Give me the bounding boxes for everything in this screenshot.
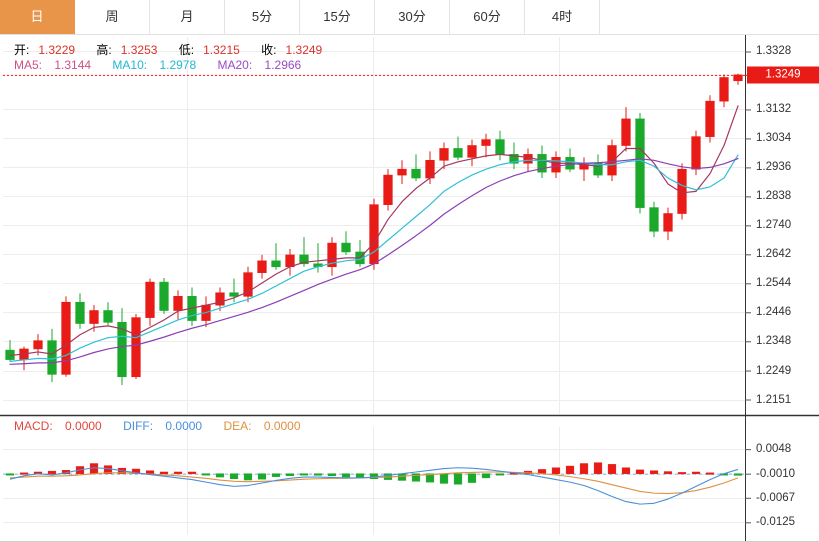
ma10-line [9,154,739,362]
diff-line [9,467,739,505]
macd-axis-tick: -0.0010 [756,467,796,480]
chart-area[interactable]: 开: 1.3229 高: 1.3253 低: 1.3215 收: 1.3249 MA5:… [0,35,819,542]
axis-lines [0,35,819,542]
price-axis-tick: 1.2740 [756,219,792,232]
price-axis-tick: 1.2838 [756,190,792,203]
price-axis-tick: 1.2249 [756,364,792,377]
price-axis-tick: 1.2446 [756,306,792,319]
price-axis-tick: 1.3132 [756,103,792,116]
price-axis-tick: 1.2642 [756,248,792,261]
current-price-tag: 1.3249 [747,66,819,84]
macd-axis-tick: -0.0125 [756,516,796,529]
price-axis-tick: 1.2544 [756,277,792,290]
chart-canvas [0,35,819,542]
tab-30min[interactable]: 30分 [375,0,450,34]
gridlines [3,37,745,414]
price-axis-tick: 1.3034 [756,132,792,145]
ma5-line [9,105,739,357]
price-axis-tick: 1.3328 [756,45,792,58]
tab-15min[interactable]: 15分 [300,0,375,34]
tab-5min[interactable]: 5分 [225,0,300,34]
timeframe-tab-bar: 日 周 月 5分 15分 30分 60分 4时 [0,0,819,35]
macd-axis-tick: 0.0048 [756,443,792,456]
price-axis-tick: 1.2151 [756,393,792,406]
tab-60min[interactable]: 60分 [450,0,525,34]
ma20-line [9,157,739,365]
macd-gridlines [3,427,745,535]
tab-day[interactable]: 日 [0,0,75,34]
candlestick-series [5,73,743,386]
price-axis-tick: 1.2936 [756,161,792,174]
price-axis-tick: 1.2348 [756,335,792,348]
tab-week[interactable]: 周 [75,0,150,34]
macd-axis-tick: -0.0067 [756,491,796,504]
tab-month[interactable]: 月 [150,0,225,34]
tab-4hour[interactable]: 4时 [525,0,600,34]
